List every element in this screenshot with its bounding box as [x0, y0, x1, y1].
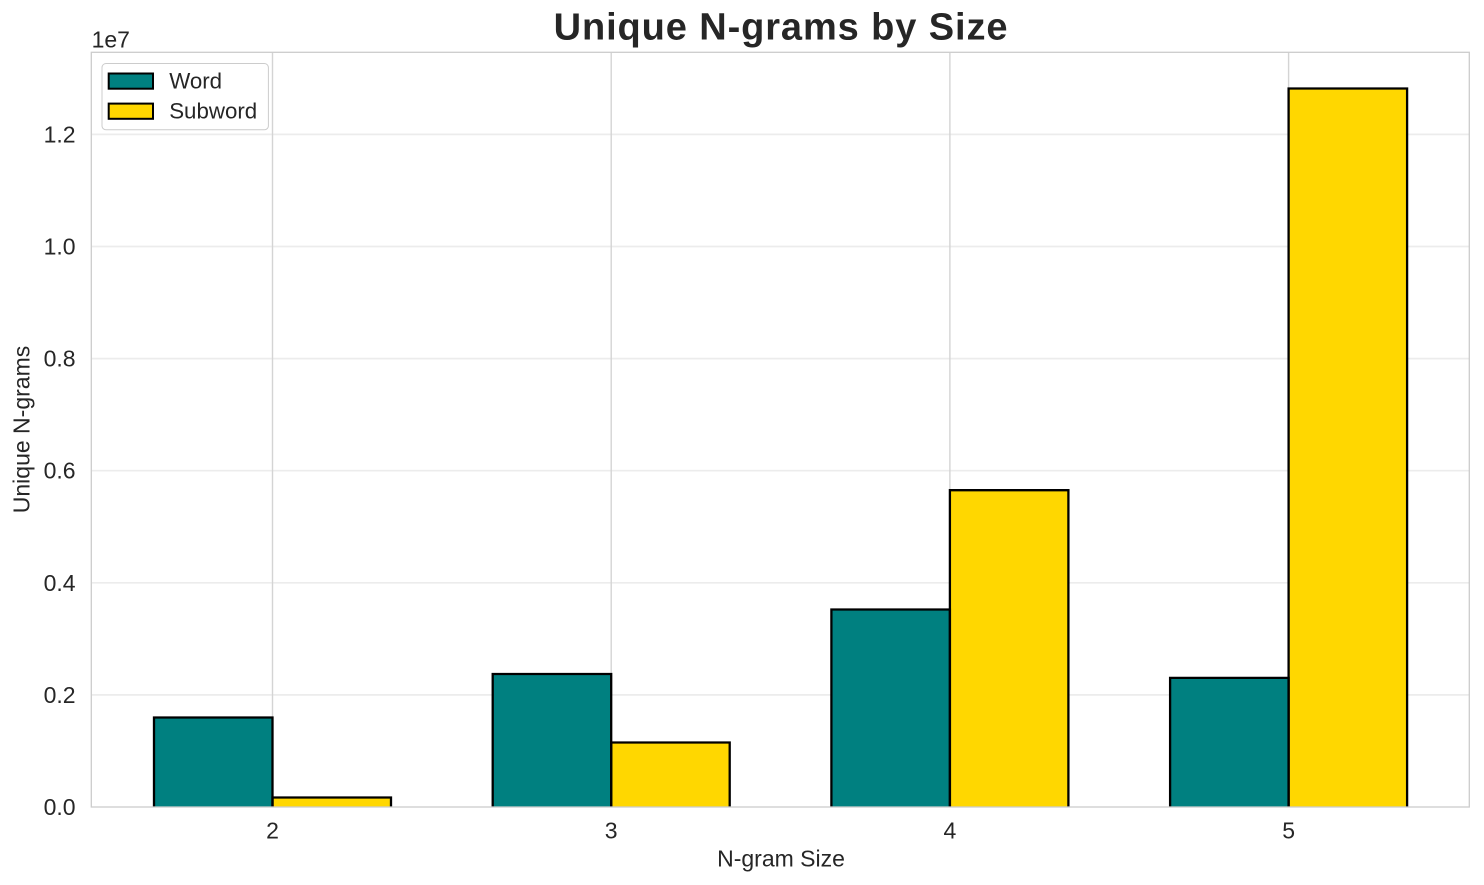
svg-text:0.6: 0.6 — [44, 458, 76, 484]
svg-text:2: 2 — [266, 818, 279, 844]
svg-text:0.0: 0.0 — [44, 794, 76, 820]
svg-text:Unique N-grams by Size: Unique N-grams by Size — [554, 7, 1009, 49]
svg-text:N-gram Size: N-gram Size — [717, 846, 845, 872]
svg-text:0.8: 0.8 — [44, 346, 76, 372]
svg-text:0.2: 0.2 — [44, 682, 76, 708]
svg-text:4: 4 — [944, 818, 957, 844]
svg-text:Unique N-grams: Unique N-grams — [9, 346, 35, 513]
svg-text:1.0: 1.0 — [44, 234, 76, 260]
svg-text:3: 3 — [605, 818, 618, 844]
svg-text:1.2: 1.2 — [44, 121, 76, 147]
svg-text:Subword: Subword — [169, 99, 257, 124]
svg-text:Word: Word — [169, 68, 222, 93]
svg-text:1e7: 1e7 — [92, 26, 130, 52]
svg-text:0.4: 0.4 — [44, 570, 76, 596]
svg-text:5: 5 — [1282, 818, 1295, 844]
